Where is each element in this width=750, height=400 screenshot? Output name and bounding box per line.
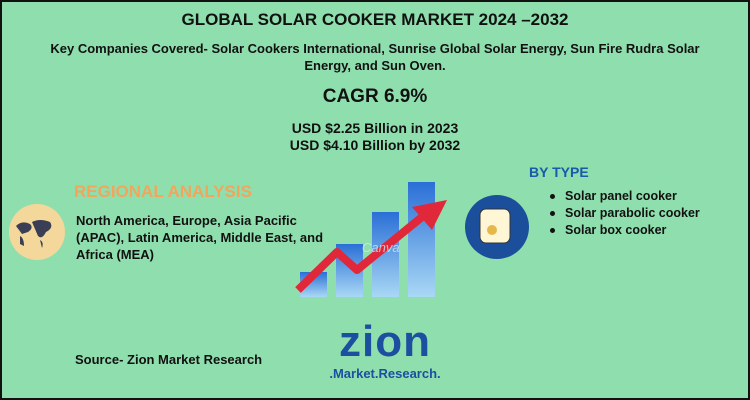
logo-name: zion: [339, 317, 431, 366]
arrow-head: [412, 200, 447, 230]
logo-tagline: .Market.Research.: [329, 366, 441, 381]
world-map: [16, 220, 52, 248]
market-size: USD $2.25 Billion in 2023: [291, 120, 459, 136]
subtitle: Key Companies Covered- Solar Cookers Int…: [50, 41, 700, 73]
regional-text: North America, Europe, Asia Pacific (APA…: [76, 213, 324, 262]
type-item: Solar parabolic cooker: [550, 205, 700, 222]
type-heading: BY TYPE: [529, 164, 589, 180]
type-item: Solar box cooker: [550, 222, 700, 239]
regional-heading: REGIONAL ANALYSIS: [74, 182, 252, 201]
title: GLOBAL SOLAR COOKER MARKET 2024 –2032: [181, 10, 569, 29]
market-size: USD $4.10 Billion by 2032: [289, 137, 461, 153]
source: Source- Zion Market Research: [75, 352, 263, 367]
type-list: Solar panel cooker Solar parabolic cooke…: [550, 188, 700, 239]
watermark: Canva: [362, 240, 400, 255]
cagr: CAGR 6.9%: [322, 86, 428, 107]
deco-bar: [408, 182, 435, 297]
type-item: Solar panel cooker: [550, 188, 700, 205]
trend-arrow: [295, 213, 425, 293]
cooker-dial: [487, 225, 497, 235]
